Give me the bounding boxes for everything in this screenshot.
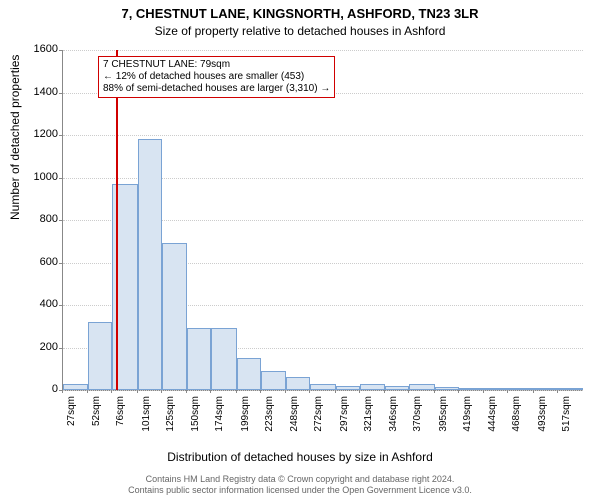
ytick-mark (59, 93, 62, 94)
xtick-mark (309, 390, 310, 393)
xtick-mark (557, 390, 558, 393)
histogram-bar (508, 388, 533, 390)
ytick-label: 400 (8, 298, 58, 310)
histogram-bar (558, 388, 583, 390)
xtick-mark (137, 390, 138, 393)
xtick-mark (335, 390, 336, 393)
ytick-label: 200 (8, 341, 58, 353)
xtick-label: 272sqm (313, 396, 324, 456)
ytick-mark (59, 305, 62, 306)
ytick-label: 600 (8, 256, 58, 268)
xtick-mark (161, 390, 162, 393)
footer-attribution: Contains HM Land Registry data © Crown c… (0, 474, 600, 496)
xtick-mark (533, 390, 534, 393)
annotation-line1: 7 CHESTNUT LANE: 79sqm (103, 59, 330, 71)
xtick-mark (260, 390, 261, 393)
xtick-mark (186, 390, 187, 393)
gridline (63, 135, 583, 136)
xtick-label: 223sqm (264, 396, 275, 456)
xtick-mark (408, 390, 409, 393)
ytick-mark (59, 50, 62, 51)
xtick-label: 52sqm (91, 396, 102, 456)
annotation-line2: ← 12% of detached houses are smaller (45… (103, 71, 330, 83)
xtick-mark (483, 390, 484, 393)
histogram-bar (211, 328, 236, 390)
xtick-mark (434, 390, 435, 393)
ytick-label: 1400 (8, 86, 58, 98)
histogram-bar (484, 388, 508, 390)
histogram-bar (261, 371, 286, 390)
chart-subtitle: Size of property relative to detached ho… (0, 24, 600, 38)
xtick-mark (507, 390, 508, 393)
xtick-mark (111, 390, 112, 393)
xtick-mark (210, 390, 211, 393)
ytick-mark (59, 348, 62, 349)
xtick-label: 76sqm (115, 396, 126, 456)
histogram-bar (138, 139, 162, 390)
histogram-bar (237, 358, 261, 390)
chart-container: 7, CHESTNUT LANE, KINGSNORTH, ASHFORD, T… (0, 0, 600, 500)
ytick-label: 1000 (8, 171, 58, 183)
histogram-bar (409, 384, 434, 390)
histogram-bar (459, 388, 484, 390)
histogram-bar (310, 384, 335, 390)
xtick-label: 419sqm (462, 396, 473, 456)
xtick-mark (236, 390, 237, 393)
property-marker-line (116, 50, 118, 390)
ytick-label: 0 (8, 383, 58, 395)
plot-area (62, 50, 583, 391)
ytick-label: 1200 (8, 128, 58, 140)
histogram-bar (360, 384, 385, 390)
histogram-bar (187, 328, 211, 390)
xtick-label: 101sqm (141, 396, 152, 456)
footer-line2: Contains public sector information licen… (0, 485, 600, 496)
ytick-mark (59, 220, 62, 221)
xtick-mark (384, 390, 385, 393)
xtick-label: 150sqm (190, 396, 201, 456)
ytick-label: 1600 (8, 43, 58, 55)
xtick-label: 199sqm (240, 396, 251, 456)
xtick-mark (458, 390, 459, 393)
histogram-bar (336, 386, 360, 390)
ytick-mark (59, 178, 62, 179)
xtick-mark (87, 390, 88, 393)
xtick-label: 517sqm (561, 396, 572, 456)
ytick-label: 800 (8, 213, 58, 225)
xtick-mark (359, 390, 360, 393)
xtick-label: 346sqm (388, 396, 399, 456)
xtick-label: 395sqm (438, 396, 449, 456)
gridline (63, 390, 583, 391)
histogram-bar (435, 387, 459, 390)
xtick-label: 468sqm (511, 396, 522, 456)
gridline (63, 50, 583, 51)
xtick-label: 321sqm (363, 396, 374, 456)
xtick-label: 297sqm (339, 396, 350, 456)
histogram-bar (385, 386, 409, 390)
histogram-bar (63, 384, 88, 390)
histogram-bar (534, 388, 558, 390)
annotation-box: 7 CHESTNUT LANE: 79sqm← 12% of detached … (98, 56, 335, 98)
xtick-label: 370sqm (412, 396, 423, 456)
xtick-mark (62, 390, 63, 393)
xtick-label: 27sqm (66, 396, 77, 456)
chart-title-address: 7, CHESTNUT LANE, KINGSNORTH, ASHFORD, T… (0, 6, 600, 21)
histogram-bar (88, 322, 112, 390)
ytick-mark (59, 135, 62, 136)
xtick-label: 444sqm (487, 396, 498, 456)
xtick-label: 174sqm (214, 396, 225, 456)
x-axis-label: Distribution of detached houses by size … (0, 450, 600, 464)
histogram-bar (162, 243, 187, 390)
xtick-mark (285, 390, 286, 393)
xtick-label: 493sqm (537, 396, 548, 456)
xtick-label: 125sqm (165, 396, 176, 456)
annotation-line3: 88% of semi-detached houses are larger (… (103, 83, 330, 95)
xtick-label: 248sqm (289, 396, 300, 456)
footer-line1: Contains HM Land Registry data © Crown c… (0, 474, 600, 485)
ytick-mark (59, 263, 62, 264)
histogram-bar (286, 377, 310, 390)
